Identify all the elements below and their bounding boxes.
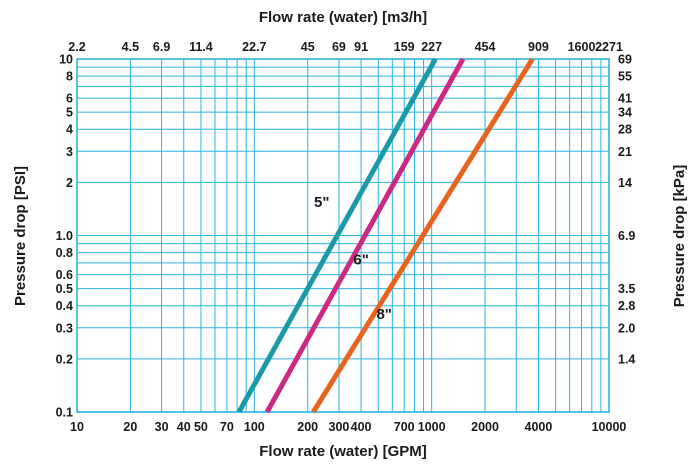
- y-tick-label-left: 0.4: [56, 299, 73, 313]
- y-tick-label-left: 1.0: [56, 229, 73, 243]
- series-label: 8": [376, 306, 391, 323]
- series-line: [264, 57, 466, 414]
- y-tick-label-left: 4: [66, 123, 73, 137]
- x-tick-label-top: 227: [421, 40, 442, 54]
- y-tick-label-left: 0.1: [56, 406, 73, 420]
- x-tick-label-bottom: 200: [297, 420, 318, 434]
- x-tick-label-top: 909: [528, 40, 549, 54]
- y-tick-label-right: 28: [618, 123, 632, 137]
- x-tick-label-bottom: 100: [244, 420, 265, 434]
- y-tick-label-left: 5: [66, 106, 73, 120]
- x-tick-label-bottom: 2000: [471, 420, 499, 434]
- x-tick-label-top: 6.9: [153, 40, 170, 54]
- y-axis-title-left: Pressure drop [PSI]: [12, 166, 29, 306]
- y-tick-label-left: 0.5: [56, 282, 73, 296]
- series-lines: [236, 57, 535, 414]
- y-tick-label-right: 2.0: [618, 321, 635, 335]
- y-tick-label-left: 6: [66, 92, 73, 106]
- y-tick-label-left: 0.6: [56, 268, 73, 282]
- series-labels: 5" 6" 8": [314, 194, 392, 323]
- series-line: [311, 57, 535, 414]
- x-tick-label-bottom: 40: [177, 420, 191, 434]
- series-line: [236, 57, 438, 414]
- y-tick-label-left: 2: [66, 176, 73, 190]
- x-tick-label-top: 69: [332, 40, 346, 54]
- x-tick-label-bottom: 1000: [418, 420, 446, 434]
- y-tick-label-right: 41: [618, 92, 632, 106]
- series-label: 5": [314, 194, 329, 211]
- y-tick-label-left: 0.3: [56, 321, 73, 335]
- x-tick-label-top: 91: [354, 40, 368, 54]
- y-tick-label-left: 3: [66, 145, 73, 159]
- y-tick-label-right: 14: [618, 176, 632, 190]
- y-tick-label-right: 3.5: [618, 282, 635, 296]
- plot-border: [76, 58, 610, 413]
- tick-labels: 10 20 30 40 50 70 100 200 300 400 700 1000 2000 4000 1…: [56, 40, 636, 434]
- y-tick-label-right: 6.9: [618, 229, 635, 243]
- x-tick-label-top: 1600: [568, 40, 596, 54]
- y-tick-label-left: 0.8: [56, 246, 73, 260]
- x-tick-label-bottom: 300: [329, 420, 350, 434]
- y-tick-label-right: 21: [618, 145, 632, 159]
- x-axis-title-bottom: Flow rate (water) [GPM]: [259, 443, 427, 460]
- x-tick-label-bottom: 400: [351, 420, 372, 434]
- x-tick-label-top: 159: [394, 40, 415, 54]
- y-tick-label-left: 0.2: [56, 352, 73, 366]
- x-axis-title-top: Flow rate (water) [m3/h]: [259, 9, 427, 26]
- series-label: 6": [353, 252, 368, 269]
- y-tick-label-right: 2.8: [618, 299, 635, 313]
- grid: [76, 58, 610, 413]
- x-tick-label-bottom: 20: [123, 420, 137, 434]
- x-tick-label-top: 11.4: [189, 40, 213, 54]
- x-tick-label-bottom: 50: [194, 420, 208, 434]
- y-tick-label-left: 10: [59, 53, 73, 67]
- y-axis-title-right: Pressure drop [kPa]: [671, 165, 688, 308]
- x-tick-label-top: 4.5: [122, 40, 139, 54]
- x-tick-label-bottom: 30: [155, 420, 169, 434]
- x-tick-label-top: 454: [475, 40, 496, 54]
- x-tick-label-bottom: 70: [220, 420, 234, 434]
- y-tick-label-right: 69: [618, 53, 632, 67]
- x-tick-label-top: 45: [301, 40, 315, 54]
- x-tick-label-top: 2.2: [68, 40, 85, 54]
- x-tick-label-bottom: 4000: [525, 420, 553, 434]
- y-tick-label-right: 1.4: [618, 352, 635, 366]
- x-tick-label-top: 22.7: [242, 40, 266, 54]
- y-tick-label-right: 34: [618, 106, 632, 120]
- x-tick-label-top: 2271: [595, 40, 623, 54]
- x-tick-label-bottom: 10000: [592, 420, 627, 434]
- y-tick-label-left: 8: [66, 70, 73, 84]
- x-tick-label-bottom: 10: [70, 420, 84, 434]
- y-tick-label-right: 55: [618, 70, 632, 84]
- x-tick-label-bottom: 700: [394, 420, 415, 434]
